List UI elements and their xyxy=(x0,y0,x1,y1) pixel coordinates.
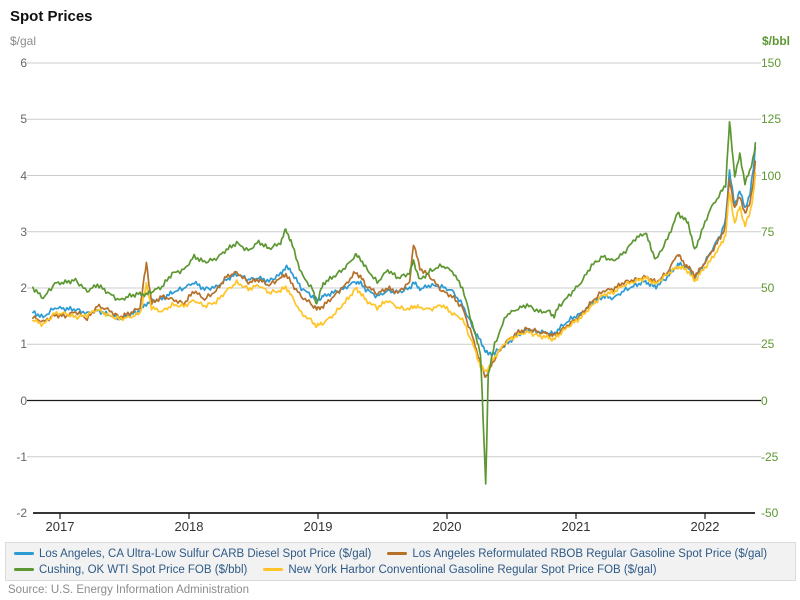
y-axis-left-tick-label: 6 xyxy=(20,56,27,70)
y-axis-right-tick-label: 25 xyxy=(761,337,775,352)
x-axis-tick-label: 2021 xyxy=(561,519,591,534)
legend-label-la-rbob: Los Angeles Reformulated RBOB Regular Ga… xyxy=(412,547,768,560)
left-axis-unit-label: $/gal xyxy=(10,34,37,48)
series-line-la-ulsd-carb-diesel xyxy=(32,146,757,357)
y-axis-left-tick-label: -2 xyxy=(16,506,27,520)
y-axis-right-tick-label: 125 xyxy=(761,112,782,127)
legend-label-nyh-gasoline: New York Harbor Conventional Gasoline Re… xyxy=(288,563,657,576)
chart-title: Spot Prices xyxy=(10,8,93,25)
series-line-nyh-conventional-gasoline xyxy=(32,171,757,373)
y-axis-right-tick-label: 75 xyxy=(761,224,775,239)
legend: Los Angeles, CA Ultra-Low Sulfur CARB Di… xyxy=(5,542,796,581)
legend-item-nyh-gasoline: New York Harbor Conventional Gasoline Re… xyxy=(263,563,657,576)
source-attribution: Source: U.S. Energy Information Administ… xyxy=(8,584,249,596)
y-axis-left-tick-label: 0 xyxy=(20,393,27,408)
x-axis-tick-label: 2017 xyxy=(45,519,75,534)
y-axis-left-tick-label: 5 xyxy=(20,112,27,127)
y-axis-left-tick-label: -1 xyxy=(16,449,27,464)
x-axis-tick-label: 2020 xyxy=(432,519,462,534)
legend-item-la-diesel: Los Angeles, CA Ultra-Low Sulfur CARB Di… xyxy=(14,548,371,560)
y-axis-right-tick-label: -25 xyxy=(761,449,779,464)
legend-item-la-rbob: Los Angeles Reformulated RBOB Regular Ga… xyxy=(387,548,767,560)
legend-swatch-nyh-gasoline xyxy=(263,568,284,571)
y-axis-left-tick-label: 2 xyxy=(20,281,27,295)
series-line-cushing-wti-fob xyxy=(32,121,757,485)
x-axis-tick-label: 2022 xyxy=(690,519,720,534)
y-axis-right-tick-label: 0 xyxy=(761,393,768,408)
y-axis-right-tick-label: 100 xyxy=(761,168,782,183)
x-axis-tick-label: 2019 xyxy=(303,519,333,534)
series-line-la-rbob-regular-gasoline xyxy=(32,160,757,378)
y-axis-right-tick-label: 50 xyxy=(761,281,775,295)
legend-label-wti: Cushing, OK WTI Spot Price FOB ($/bbl) xyxy=(39,563,248,576)
y-axis-right-tick-label: 150 xyxy=(761,56,782,70)
y-axis-right-tick-label: -50 xyxy=(761,506,779,520)
legend-swatch-la-diesel xyxy=(14,552,34,555)
legend-row-2: Cushing, OK WTI Spot Price FOB ($/bbl) N… xyxy=(14,562,787,577)
right-axis-unit-label: $/bbl xyxy=(761,34,790,48)
legend-swatch-wti xyxy=(14,568,34,571)
legend-row-1: Los Angeles, CA Ultra-Low Sulfur CARB Di… xyxy=(14,546,787,561)
x-axis-tick-label: 2018 xyxy=(174,519,204,534)
legend-item-wti: Cushing, OK WTI Spot Price FOB ($/bbl) xyxy=(14,564,247,576)
legend-swatch-la-rbob xyxy=(387,552,408,555)
y-axis-left-tick-label: 4 xyxy=(20,168,27,183)
legend-label-la-diesel: Los Angeles, CA Ultra-Low Sulfur CARB Di… xyxy=(39,547,372,560)
y-axis-left-tick-label: 3 xyxy=(20,224,27,239)
y-axis-left-tick-label: 1 xyxy=(20,337,27,352)
